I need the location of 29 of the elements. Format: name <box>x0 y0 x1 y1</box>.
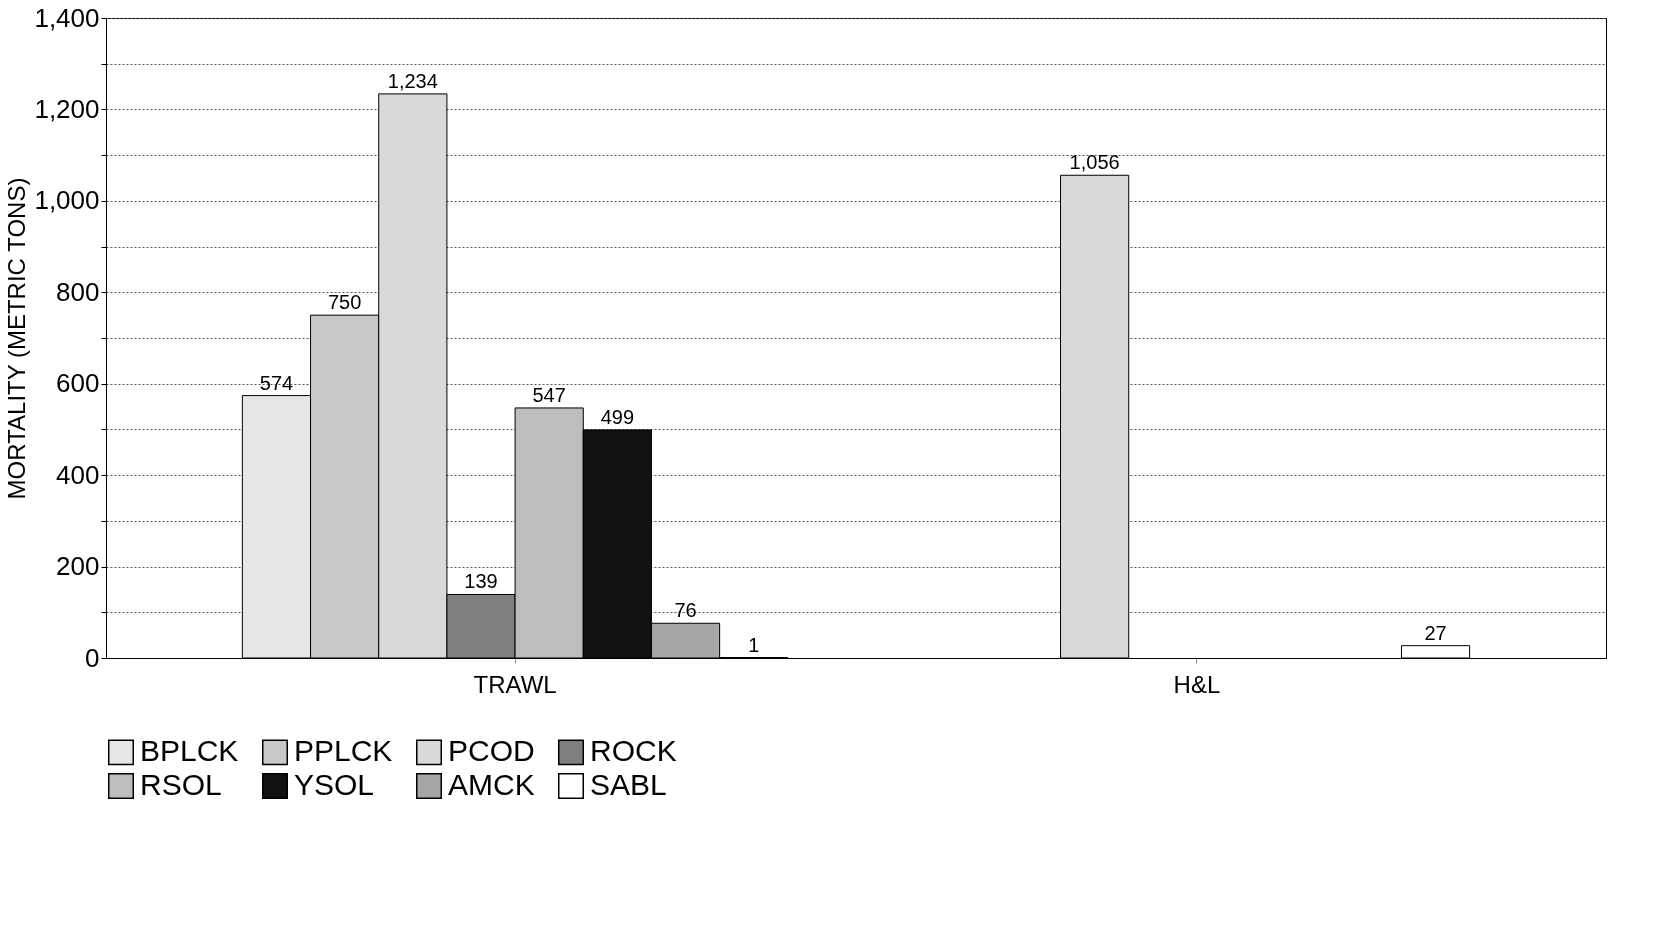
legend-label: SABL <box>590 768 667 801</box>
y-axis-title: MORTALITY (METRIC TONS) <box>3 177 31 500</box>
y-tick-label: 1,200 <box>34 93 100 124</box>
data-label: 27 <box>1424 621 1447 644</box>
y-tick-label: 1,400 <box>34 2 100 33</box>
y-tick-label: 1,000 <box>34 185 100 216</box>
y-tick-label: 600 <box>56 368 100 399</box>
legend-label: ROCK <box>590 734 677 768</box>
legend-label: AMCK <box>448 768 535 801</box>
data-label: 574 <box>259 371 294 394</box>
data-label: 1,234 <box>387 69 438 92</box>
data-label: 1,056 <box>1069 151 1120 174</box>
legend-label: PCOD <box>448 734 535 768</box>
x-tick-label: H&L <box>1173 670 1221 698</box>
data-label: 139 <box>464 570 498 593</box>
data-label: 547 <box>532 383 566 406</box>
legend-label: BPLCK <box>140 734 239 768</box>
legend-label: YSOL <box>294 768 375 801</box>
data-label: 750 <box>327 291 362 314</box>
x-tick-label: TRAWL <box>473 670 557 698</box>
data-label: 1 <box>748 633 760 656</box>
legend-label: RSOL <box>140 768 222 801</box>
y-tick-label: 800 <box>56 276 100 307</box>
y-tick-label: 200 <box>56 551 100 582</box>
legend-label: PPLCK <box>294 734 393 768</box>
data-label: 76 <box>674 599 697 622</box>
y-tick-label: 0 <box>85 642 100 673</box>
data-label: 499 <box>600 405 635 428</box>
y-tick-label: 400 <box>56 459 100 490</box>
